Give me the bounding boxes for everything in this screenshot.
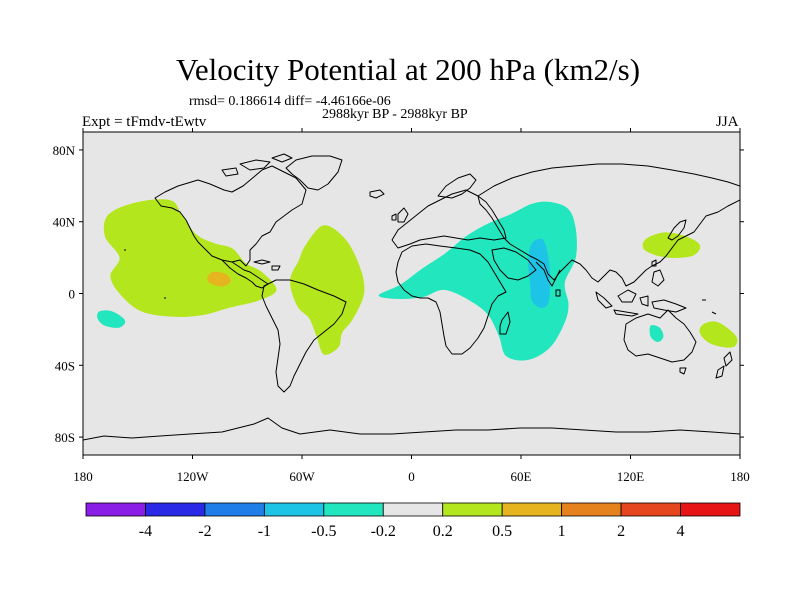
colorbar-box-9 [620, 502, 681, 517]
anomaly-arabian-sea-core [528, 238, 551, 308]
coastline-australia [623, 309, 697, 363]
anomaly-east-pacific-positive [103, 199, 277, 317]
coastline-south-america [261, 279, 347, 393]
colorbar-box-7 [501, 502, 563, 517]
coastline-tasmania [679, 367, 687, 375]
coastline-scandinavia [437, 173, 477, 199]
coastline-madagascar [499, 311, 511, 335]
experiment-label: Expt = tFmdv-tEwtv [82, 114, 207, 130]
y-axis: 80N 40N 0 40S 80S [53, 143, 744, 445]
anomaly-south-pacific-negative [97, 310, 126, 328]
coastline-japan [667, 219, 687, 241]
anomaly-layer [97, 199, 738, 361]
coastline-caribbean [253, 259, 281, 271]
x-tick-label--60: 60W [289, 469, 315, 484]
anomaly-australia-negative [649, 325, 664, 342]
coastline-philippines [651, 259, 665, 287]
coastline-africa [395, 243, 507, 355]
x-tick-label-0: 0 [408, 469, 415, 484]
colorbar-box-1 [145, 502, 206, 517]
coastline-british-isles [369, 189, 409, 223]
colorbar-label-7: 1 [558, 523, 566, 540]
x-tick-label-120: 120E [617, 469, 645, 484]
coastline-new-zealand [715, 351, 733, 379]
colorbar-label-3: -0.5 [311, 523, 336, 540]
colorbar-label-4: -0.2 [371, 523, 396, 540]
coastline-greenland [285, 155, 343, 191]
coastline-antarctica [83, 417, 740, 441]
x-tick-label--120: 120W [177, 469, 210, 484]
colorbar: -4 -2 -1 -0.5 -0.2 0.2 0.5 1 2 4 [85, 502, 741, 540]
y-tick-label-40: 40N [53, 215, 76, 230]
anomaly-indian-ocean-negative [378, 201, 577, 361]
colorbar-label-9: 4 [677, 523, 685, 540]
coastline-sri-lanka [555, 289, 561, 297]
colorbar-box-8 [561, 502, 622, 517]
coastline-europe [391, 189, 507, 249]
coastline-asia [477, 163, 740, 287]
period-label: 2988kyr BP - 2988kyr BP [322, 107, 468, 122]
x-tick-label--180: 180 [73, 469, 93, 484]
colorbar-box-3 [263, 502, 325, 517]
stats-label: rmsd= 0.186614 diff= -4.46166e-06 [189, 94, 391, 109]
colorbar-label-2: -1 [258, 523, 271, 540]
chart-title: Velocity Potential at 200 hPa (km2/s) [175, 52, 641, 87]
y-tick-label--80: 80S [55, 430, 75, 445]
y-tick-label--40: 40S [55, 358, 75, 373]
colorbar-box-4 [323, 502, 384, 517]
colorbar-label-0: -4 [139, 523, 152, 540]
colorbar-label-6: 0.5 [492, 523, 512, 540]
anomaly-east-pacific-core [207, 271, 231, 287]
y-tick-label-80: 80N [53, 143, 76, 158]
coastline-india [535, 261, 561, 287]
colorbar-label-8: 2 [617, 523, 625, 540]
colorbar-box-5 [382, 502, 444, 517]
anomaly-west-pacific-positive [642, 232, 701, 259]
season-label: JJA [716, 114, 739, 130]
colorbar-label-1: -2 [198, 523, 211, 540]
coastline-north-america [154, 165, 307, 267]
colorbar-box-10 [680, 502, 741, 517]
coastline-indonesia [595, 289, 687, 317]
coastline-arabia [491, 247, 537, 281]
coastline-arctic-islands [221, 153, 293, 177]
colorbar-box-2 [204, 502, 265, 517]
coastline-pacific-islands [124, 249, 717, 315]
colorbar-box-0 [85, 502, 146, 517]
coastline-layer [83, 153, 740, 441]
anomaly-southwest-pacific-positive [699, 321, 738, 348]
x-tick-label-60: 60E [511, 469, 532, 484]
colorbar-box-6 [442, 502, 503, 517]
y-tick-label-0: 0 [69, 287, 76, 302]
x-tick-label-180: 180 [730, 469, 750, 484]
x-axis: 180 120W 60W 0 60E 120E 180 [73, 128, 750, 484]
colorbar-label-5: 0.2 [433, 523, 453, 540]
anomaly-atlantic-south-america-positive [290, 225, 365, 355]
